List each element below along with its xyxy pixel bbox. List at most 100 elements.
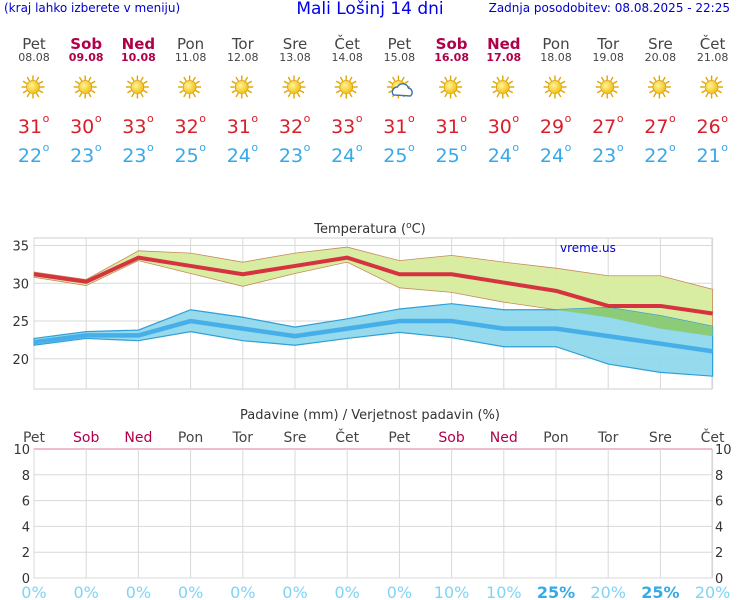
max-temp: 31 [227,116,251,138]
sun-icon [700,75,724,99]
sun-ray [131,92,135,98]
sun-ray [404,80,409,85]
degree-symbol: o [617,112,624,125]
sun-ray [78,92,83,98]
sun-icon [21,75,45,99]
y-tick-label-right: 2 [715,546,723,561]
degree-symbol: o [669,141,676,154]
day-date: 11.08 [175,51,207,64]
day-date: 09.08 [69,51,104,64]
degree-symbol: o [43,141,50,154]
max-temp: 27 [644,116,668,138]
sun-icon [543,75,567,99]
sun-ray [192,76,196,82]
sun-icon [73,75,97,99]
sun-ray [131,76,135,82]
sun-ray [496,76,500,82]
page-title: Mali Lošinj 14 dni [296,0,444,19]
degree-symbol: o [147,112,154,125]
sun-ray [78,76,83,82]
min-temp: 23 [592,145,616,167]
degree-symbol: o [147,141,154,154]
precip-probability: 0% [335,583,360,600]
watermark: vreme.us [560,241,616,255]
degree-symbol: o [512,112,519,125]
sun-ray [444,92,448,98]
day-date: 21.08 [697,51,729,64]
sun-disc [339,80,354,94]
degree-symbol: o [460,141,467,154]
sun-ray [244,92,249,98]
sun-ray [339,76,344,82]
min-temp: 21 [697,145,721,167]
x-tick-label: Tor [597,430,619,446]
precipitation-chart-title: Padavine (mm) / Verjetnost padavin (%) [240,408,500,423]
max-temp: 31 [18,116,42,138]
sun-ray [701,89,706,94]
precip-probability: 0% [230,583,255,600]
y-tick-label-right: 0 [715,572,723,587]
sun-ray [38,80,44,85]
sun-ray [296,76,301,82]
min-temp: 23 [122,145,146,167]
degree-symbol: o [43,112,50,125]
x-tick-label: Sre [649,430,672,446]
sun-ray [610,76,614,82]
sun-ray [596,80,602,85]
precip-probability: 25% [641,583,679,600]
temperature-chart-title: Temperatura (oC) [313,221,425,237]
min-temp: 25 [383,145,407,167]
degree-symbol: o [199,112,206,125]
sun-ray [349,76,353,82]
precip-probability: 0% [74,583,99,600]
day-name: Pet [388,35,412,53]
precip-probability: 0% [178,583,203,600]
sun-ray [351,80,357,85]
x-tick-label: Pon [178,430,203,446]
sun-ray [388,80,393,85]
min-temp: 25 [175,145,199,167]
sun-ray [444,76,448,82]
sun-ray [335,89,341,94]
sun-ray [653,92,657,98]
degree-symbol: o [304,141,311,154]
degree-symbol: o [356,112,363,125]
sun-ray [299,89,305,94]
sun-ray [453,92,457,98]
degree-symbol: o [617,141,624,154]
day-name: Sre [648,35,673,53]
x-tick-label: Čet [701,428,725,446]
sun-ray [90,80,96,85]
sun-ray [287,92,292,98]
sun-ray [705,92,709,98]
sun-ray [456,80,461,85]
degree-symbol: o [669,112,676,125]
sun-ray [612,89,618,94]
degree-symbol: o [251,112,258,125]
max-temp: 30 [488,116,512,138]
y-tick-label-left: 2 [22,546,30,561]
sun-ray [179,89,184,94]
sun-disc [600,80,615,94]
max-temp: 32 [175,116,199,138]
degree-symbol: o [199,141,206,154]
max-temp: 30 [70,116,94,138]
x-tick-label: Pet [388,430,411,446]
sun-icon [595,75,619,99]
min-temp: 22 [644,145,668,167]
degree-symbol: o [721,112,728,125]
sun-ray [600,76,605,82]
max-temp-line [33,255,713,316]
y-tick-label: 30 [12,277,29,292]
sun-ray [662,76,666,82]
sun-ray [714,92,718,98]
degree-symbol: o [721,141,728,154]
sun-ray [560,80,566,85]
x-tick-label: Sob [438,430,464,446]
sun-disc [182,80,197,94]
sun-ray [701,80,706,85]
degree-symbol: o [512,141,519,154]
